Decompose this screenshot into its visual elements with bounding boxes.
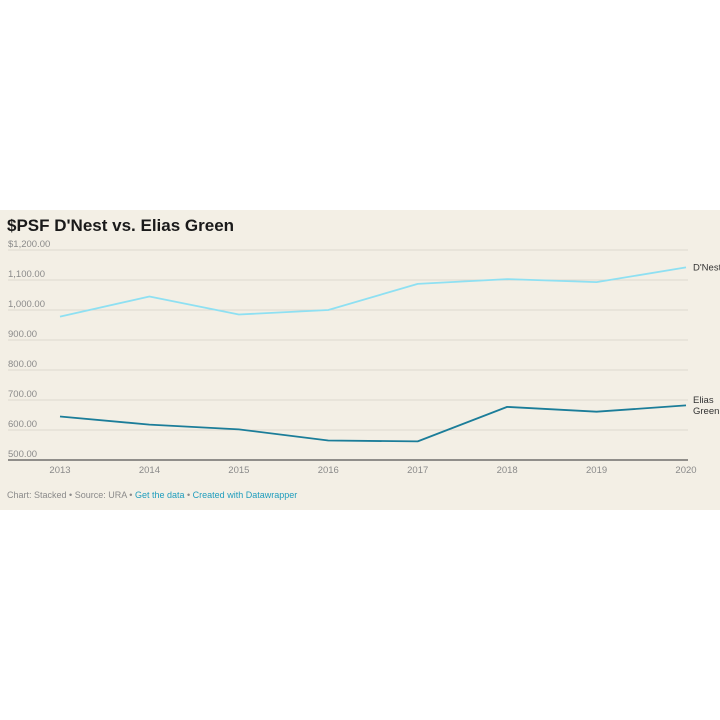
series-label: D'Nest	[693, 262, 720, 273]
x-tick-label: 2016	[318, 465, 339, 476]
footer-separator: •	[129, 490, 133, 500]
y-tick-label: 700.00	[8, 389, 37, 400]
x-tick-label: 2020	[675, 465, 696, 476]
x-tick-label: 2014	[139, 465, 160, 476]
series-line	[59, 266, 687, 318]
y-tick-label: 1,100.00	[8, 269, 45, 280]
footer-separator: •	[69, 490, 73, 500]
source-text: Source: URA	[74, 490, 127, 500]
x-tick-label: 2013	[49, 465, 70, 476]
y-tick-label: 500.00	[8, 449, 37, 460]
x-tick-label: 2017	[407, 465, 428, 476]
y-tick-label: 900.00	[8, 329, 37, 340]
x-tick-label: 2015	[228, 465, 249, 476]
series-label: Elias	[693, 395, 714, 406]
chart-footer: Chart: Stacked • Source: URA • Get the d…	[7, 490, 297, 500]
chart-title: $PSF D'Nest vs. Elias Green	[7, 216, 235, 235]
chart-card: $1,200.00 1,100.00 1,000.00 900.00 800.00 700…	[0, 210, 720, 510]
line-chart: $1,200.00 1,100.00 1,000.00 900.00 800.00 700…	[8, 239, 720, 476]
series-line	[59, 404, 687, 443]
x-tick-label: 2019	[586, 465, 607, 476]
y-tick-label: 1,000.00	[8, 299, 45, 310]
get-data-link[interactable]: Get the data	[134, 490, 185, 500]
y-tick-label: 600.00	[8, 419, 37, 430]
x-tick-label: 2018	[497, 465, 518, 476]
footer-separator: •	[187, 490, 191, 500]
series-label: Green	[693, 406, 719, 417]
datawrapper-link[interactable]: Created with Datawrapper	[192, 490, 298, 500]
chart-type-text: Chart: Stacked	[7, 490, 67, 500]
y-tick-label: $1,200.00	[8, 239, 50, 250]
y-tick-label: 800.00	[8, 359, 37, 370]
